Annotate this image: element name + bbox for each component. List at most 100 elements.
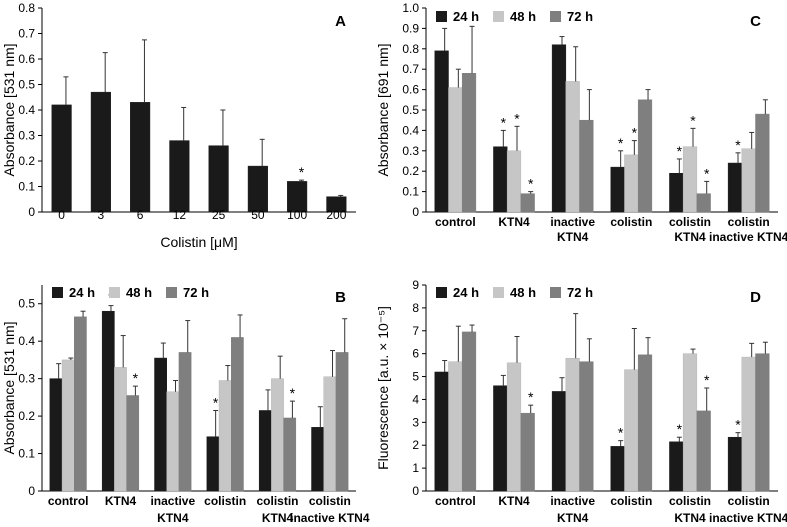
legend-swatch — [52, 287, 63, 298]
x-tick-label: control — [435, 215, 476, 229]
y-tick-label: 0.2 — [18, 409, 35, 423]
y-tick-label: 0.2 — [18, 154, 35, 168]
x-tick-label: colistin — [728, 494, 770, 508]
y-axis-label: Absorbance [691 nm] — [375, 43, 391, 176]
y-tick-label: 0.6 — [402, 83, 419, 97]
x-tick-label: KTN4 — [674, 230, 706, 244]
bar — [579, 361, 594, 492]
significance-star: * — [677, 143, 683, 159]
legend-label: 72 h — [567, 285, 593, 300]
bar — [610, 446, 625, 492]
x-tick-label: 0 — [58, 208, 65, 222]
x-tick-label: colistin — [204, 494, 246, 508]
y-axis-label: Absorbance [531 nm] — [1, 321, 17, 454]
bar — [506, 362, 522, 492]
panel-c: 0 0.1 0.2 0.3 0.4 0.5 0.6 0.7 0.8 0.9 1.0 Absorbanc… — [375, 1, 787, 244]
panel-d: 0 1 2 3 4 5 6 7 8 9 Fluorescence [a.u. × 10⁻⁵] Dcon… — [375, 278, 787, 525]
y-axis-label: Absorbance [531 nm] — [1, 43, 17, 176]
panel-letter: C — [750, 13, 761, 30]
x-tick-label: 12 — [173, 208, 187, 222]
bar — [461, 331, 477, 492]
bar — [565, 357, 580, 492]
significance-star: * — [528, 176, 534, 192]
y-tick-label: 6 — [412, 347, 419, 361]
x-tick-label: KTN4 — [674, 511, 706, 525]
panel-letter: B — [335, 289, 346, 306]
x-tick-label: KTN4 — [557, 511, 589, 525]
x-tick-label: KTN4 — [105, 494, 137, 508]
legend-label: 72 h — [183, 285, 209, 300]
y-tick-label: 0.1 — [18, 447, 35, 461]
bar — [448, 361, 463, 492]
bar — [610, 166, 625, 213]
bar — [126, 395, 140, 492]
significance-star: * — [690, 112, 696, 128]
bar — [461, 73, 477, 213]
bar — [624, 369, 639, 492]
x-tick-label: inactive KTN4 — [709, 230, 787, 244]
bar — [114, 367, 127, 492]
y-tick-label: 0 — [412, 484, 419, 498]
legend-label: 48 h — [126, 285, 152, 300]
bar — [323, 376, 337, 492]
significance-star: * — [290, 385, 296, 401]
bar — [727, 436, 743, 492]
bar — [624, 154, 639, 213]
x-tick-label: inactive KTN4 — [709, 511, 787, 525]
significance-star: * — [735, 417, 741, 433]
bar — [101, 310, 115, 492]
x-tick-label: KTN4 — [157, 511, 189, 525]
x-tick-label: KTN4 — [498, 215, 530, 229]
bar — [247, 165, 268, 213]
bar — [208, 145, 229, 213]
bar — [637, 99, 653, 213]
y-tick-label: 0.4 — [18, 334, 35, 348]
bar — [311, 427, 324, 492]
significance-star: * — [704, 165, 710, 181]
bar — [669, 441, 684, 492]
legend-swatch — [550, 11, 561, 22]
panel-a: 0 0.1 0.2 0.3 0.4 0.5 0.6 0.7 0.8 Absorbance [531… — [1, 1, 356, 250]
y-tick-label: 0.3 — [18, 372, 35, 386]
significance-star: * — [618, 425, 624, 441]
y-tick-label: 9 — [412, 278, 419, 292]
legend-label: 72 h — [567, 9, 593, 24]
x-tick-label: 50 — [251, 208, 265, 222]
bar — [49, 378, 63, 492]
x-tick-label: control — [435, 494, 476, 508]
legend-label: 24 h — [69, 285, 95, 300]
y-axis-label: Fluorescence [a.u. × 10⁻⁵] — [375, 306, 391, 470]
bar — [682, 146, 698, 213]
significance-star: * — [514, 110, 520, 126]
legend-swatch — [166, 287, 177, 298]
significance-star: * — [528, 389, 534, 405]
y-tick-label: 0.8 — [402, 42, 419, 56]
legend-swatch — [436, 287, 447, 298]
y-tick-label: 4 — [412, 392, 419, 406]
y-tick-label: 0 — [28, 205, 35, 219]
bar — [755, 113, 770, 213]
bar — [551, 391, 567, 492]
significance-star: * — [133, 370, 139, 386]
x-tick-label: inactive KTN4 — [290, 511, 370, 525]
x-tick-label: colistin — [309, 494, 351, 508]
bar — [166, 391, 180, 492]
bar — [90, 91, 111, 213]
bar — [218, 380, 232, 492]
bar — [287, 181, 308, 213]
y-tick-label: 1.0 — [402, 1, 419, 15]
significance-star: * — [618, 135, 624, 151]
x-tick-label: inactive — [550, 494, 595, 508]
x-tick-label: colistin — [669, 494, 711, 508]
bar — [169, 140, 190, 213]
bar — [206, 436, 220, 492]
legend-label: 24 h — [453, 9, 479, 24]
bar — [130, 102, 151, 213]
bar — [727, 162, 743, 213]
significance-star: * — [632, 125, 638, 141]
bar — [326, 196, 347, 213]
x-tick-label: inactive — [150, 494, 195, 508]
bar — [434, 50, 449, 213]
y-tick-label: 8 — [412, 301, 419, 315]
